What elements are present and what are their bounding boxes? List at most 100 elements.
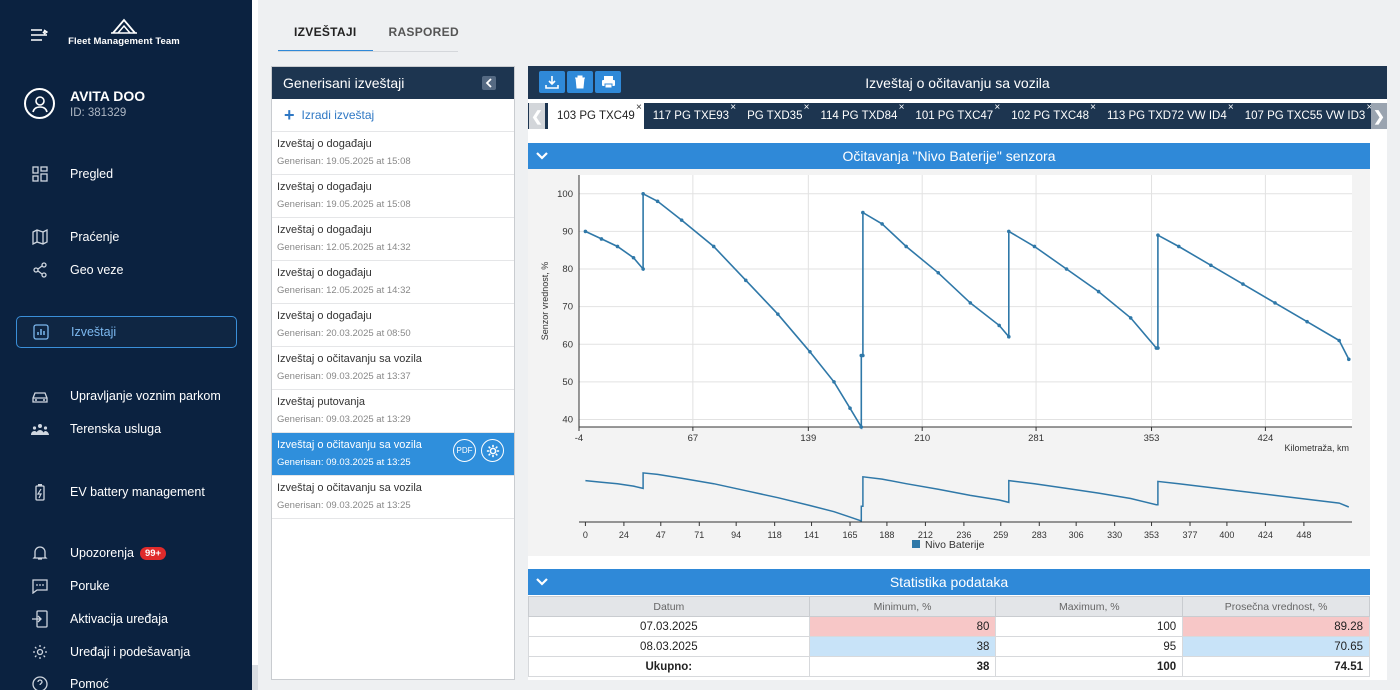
- collapse-left-icon[interactable]: [482, 76, 496, 90]
- report-list-item-selected[interactable]: Izveštaj o očitavanju sa vozila Generisa…: [272, 433, 514, 476]
- report-list-item[interactable]: Izveštaj o događaju Generisan: 20.03.2025…: [272, 304, 514, 347]
- vehicle-tab-label: 113 PG TXD72 VW ID4: [1106, 110, 1227, 122]
- nav-pregled-label: Pregled: [70, 167, 114, 181]
- cell-total-avg: 74.51: [1182, 656, 1370, 677]
- close-tab-icon[interactable]: ×: [803, 103, 810, 113]
- report-list-item[interactable]: Izveštaj o događaju Generisan: 19.05.2025…: [272, 175, 514, 218]
- navigator-tick-label: 400: [1219, 530, 1234, 540]
- nav-alerts[interactable]: Upozorenja 99+: [16, 537, 237, 569]
- vehicle-tab[interactable]: 107 PG TXC55 VW ID3 ×: [1236, 103, 1375, 129]
- print-button[interactable]: [595, 71, 621, 93]
- x-tick-label: -4: [575, 433, 583, 444]
- vehicle-tab[interactable]: 114 PG TXD84 ×: [811, 103, 906, 129]
- report-title: Izveštaj o događaju: [277, 138, 372, 150]
- battery-icon: [30, 482, 50, 502]
- stats-table: Datum Minimum, % Maximum, % Prosečna vre…: [528, 596, 1370, 677]
- vehicle-tab-label: 101 PG TXC47: [915, 110, 994, 122]
- report-list-item[interactable]: Izveštaj o događaju Generisan: 19.05.2025…: [272, 132, 514, 175]
- help-icon: [30, 674, 50, 690]
- tab-raspored[interactable]: RASPORED: [388, 25, 459, 39]
- report-list-item[interactable]: Izveštaj o očitavanju sa vozila Generisan…: [272, 476, 514, 519]
- nav-fleet[interactable]: Upravljanje voznim parkom: [16, 380, 237, 412]
- create-report-button[interactable]: + Izradi izveštaj: [272, 99, 514, 132]
- cell-date: 07.03.2025: [528, 616, 810, 637]
- data-point: [743, 278, 748, 283]
- data-point: [1064, 267, 1069, 271]
- report-generated: Generisan: 09.03.2025 at 13:29: [277, 414, 411, 425]
- vehicle-tab[interactable]: PG TXD35 ×: [738, 103, 811, 129]
- nav-pregled[interactable]: Pregled: [16, 158, 237, 190]
- close-tab-icon[interactable]: ×: [635, 103, 642, 113]
- nav-field-service[interactable]: Terenska usluga: [16, 413, 237, 445]
- tab-izvestaji[interactable]: IZVEŠTAJI: [278, 16, 373, 52]
- message-icon: [30, 576, 50, 596]
- navigator-tick-label: 24: [619, 530, 629, 540]
- nav-izvestaji[interactable]: Izveštaji: [16, 316, 237, 348]
- sidebar-scrollbar-thumb[interactable]: [252, 0, 258, 665]
- data-point: [599, 237, 604, 241]
- vehicle-tab[interactable]: 102 PG TXC48 ×: [1002, 103, 1098, 129]
- download-button[interactable]: [539, 71, 565, 93]
- close-tab-icon[interactable]: ×: [1366, 103, 1373, 113]
- navigator-tick-label: 188: [879, 530, 894, 540]
- nav-messages[interactable]: Poruke: [16, 570, 237, 602]
- user-profile[interactable]: AVITA DOO ID: 381329: [24, 88, 145, 119]
- nav-pracenje[interactable]: Praćenje: [16, 221, 237, 253]
- nav-devices-label: Uređaji i podešavanja: [70, 645, 191, 659]
- nav-help[interactable]: Pomoć: [16, 668, 237, 690]
- legend-label: Nivo Baterije: [925, 539, 985, 551]
- bell-icon: [30, 543, 50, 563]
- navigator-tick-label: 377: [1183, 530, 1198, 540]
- tabs-scroll-right-button[interactable]: ❯: [1371, 103, 1387, 129]
- vehicle-tab[interactable]: 113 PG TXD72 VW ID4 ×: [1098, 103, 1236, 129]
- y-tick-label: 100: [557, 189, 573, 200]
- vehicle-tab[interactable]: 103 PG TXC49 ×: [548, 103, 644, 129]
- data-point: [1273, 301, 1277, 305]
- report-title: Izveštaj o očitavanju sa vozila: [277, 353, 422, 365]
- team-icon: [30, 419, 50, 439]
- trash-icon: [575, 75, 585, 89]
- vehicle-tab[interactable]: 101 PG TXC47 ×: [906, 103, 1002, 129]
- data-point: [904, 244, 908, 249]
- report-list-item[interactable]: Izveštaj o događaju Generisan: 12.05.2025…: [272, 218, 514, 261]
- data-point: [1241, 282, 1245, 286]
- nav-ev-battery[interactable]: EV battery management: [16, 476, 237, 508]
- stats-section-header[interactable]: Statistika podataka: [528, 569, 1370, 595]
- device-enter-icon: [30, 609, 50, 629]
- cell-max: 95: [995, 636, 1184, 657]
- panel-title: Generisani izveštaji: [283, 75, 405, 91]
- nav-izvestaji-label: Izveštaji: [71, 325, 117, 339]
- cell-total-max: 100: [995, 656, 1184, 677]
- report-settings-button[interactable]: [481, 439, 504, 462]
- report-title: Izveštaj o događaju: [277, 224, 372, 236]
- report-generated: Generisan: 09.03.2025 at 13:37: [277, 371, 411, 382]
- download-icon: [545, 76, 559, 89]
- sidebar-scrollbar[interactable]: [252, 0, 258, 690]
- nav-geo-veze[interactable]: Geo veze: [16, 254, 237, 286]
- data-point: [1209, 263, 1213, 268]
- data-point: [641, 267, 645, 271]
- stats-header-row: Datum Minimum, % Maximum, % Prosečna vre…: [528, 596, 1370, 617]
- vehicle-tab[interactable]: 117 PG TXE93 ×: [644, 103, 738, 129]
- report-title: Izveštaj o događaju: [277, 181, 372, 193]
- close-tab-icon[interactable]: ×: [1090, 103, 1096, 113]
- close-tab-icon[interactable]: ×: [994, 103, 1001, 113]
- data-point: [1156, 346, 1160, 350]
- report-chart-icon: [31, 322, 51, 342]
- close-tab-icon[interactable]: ×: [730, 103, 737, 113]
- report-list-item[interactable]: Izveštaj putovanja Generisan: 09.03.2025 …: [272, 390, 514, 433]
- delete-button[interactable]: [567, 71, 593, 93]
- nav-activation[interactable]: Aktivacija uređaja: [16, 603, 237, 635]
- menu-collapse-icon[interactable]: [30, 28, 49, 42]
- close-tab-icon[interactable]: ×: [898, 103, 905, 113]
- nav-devices-settings[interactable]: Uređaji i podešavanja: [16, 636, 237, 668]
- navigator-tick-label: 259: [993, 530, 1008, 540]
- report-list-item[interactable]: Izveštaj o očitavanju sa vozila Generisan…: [272, 347, 514, 390]
- close-tab-icon[interactable]: ×: [1227, 103, 1234, 113]
- report-list-item[interactable]: Izveštaj o događaju Generisan: 12.05.2025…: [272, 261, 514, 304]
- chart-section-header[interactable]: Očitavanja "Nivo Baterije" senzora: [528, 143, 1370, 169]
- tabs-scroll-left-button[interactable]: ❮: [529, 103, 545, 129]
- x-tick-label: 353: [1144, 433, 1160, 444]
- pdf-export-button[interactable]: PDF: [453, 439, 476, 462]
- data-point: [859, 425, 864, 429]
